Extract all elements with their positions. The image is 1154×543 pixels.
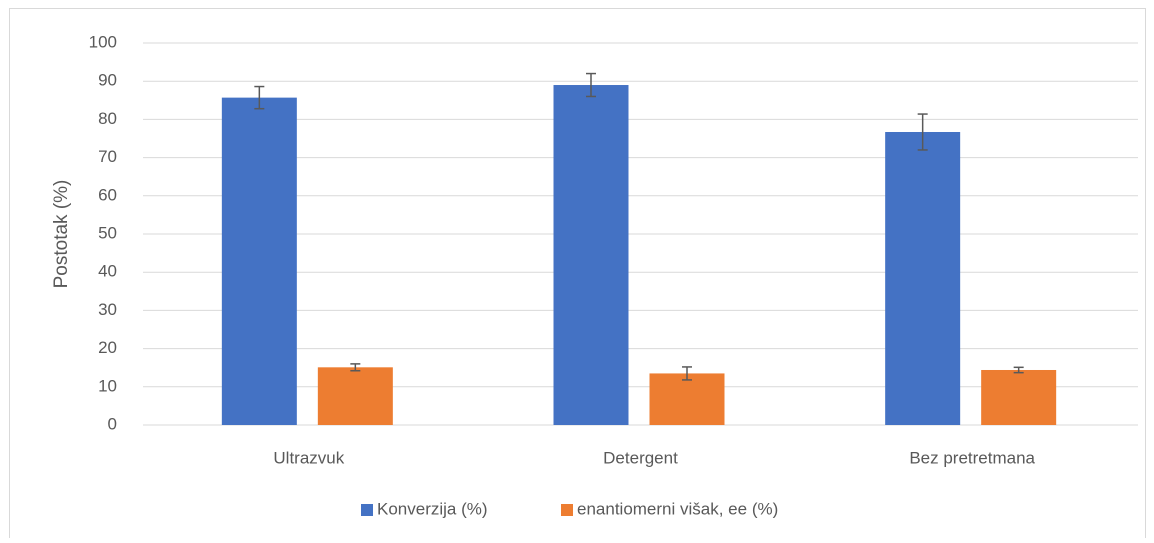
y-tick-label: 20 bbox=[98, 338, 117, 357]
y-tick-label: 40 bbox=[98, 262, 117, 281]
bar bbox=[649, 373, 725, 425]
legend-swatch bbox=[561, 504, 573, 516]
y-axis-label: Postotak (%) bbox=[51, 180, 72, 289]
legend-label: enantiomerni višak, ee (%) bbox=[577, 499, 778, 518]
bar bbox=[317, 367, 393, 425]
y-tick-label: 70 bbox=[98, 147, 117, 166]
y-tick-label: 90 bbox=[98, 71, 117, 90]
x-tick-label: Ultrazvuk bbox=[273, 448, 344, 467]
y-tick-label: 60 bbox=[98, 185, 117, 204]
y-tick-label: 50 bbox=[98, 223, 117, 242]
y-tick-label: 10 bbox=[98, 376, 117, 395]
y-tick-label: 100 bbox=[89, 32, 117, 51]
legend-label: Konverzija (%) bbox=[377, 499, 488, 518]
bar bbox=[221, 97, 297, 425]
y-tick-label: 80 bbox=[98, 109, 117, 128]
bar bbox=[981, 369, 1057, 425]
bar bbox=[553, 85, 629, 426]
x-tick-label: Detergent bbox=[603, 448, 678, 467]
y-tick-label: 30 bbox=[98, 300, 117, 319]
y-tick-label: 0 bbox=[108, 414, 117, 433]
bar bbox=[885, 132, 961, 426]
x-tick-label: Bez pretretmana bbox=[909, 448, 1035, 467]
legend-swatch bbox=[361, 504, 373, 516]
